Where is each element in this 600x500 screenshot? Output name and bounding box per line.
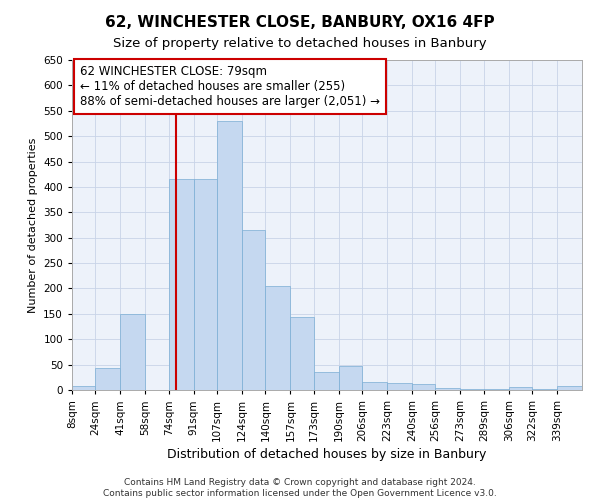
Bar [387,384,412,390]
Bar [169,180,194,390]
Text: Size of property relative to detached houses in Banbury: Size of property relative to detached ho… [113,38,487,51]
Bar [509,388,532,390]
Y-axis label: Number of detached properties: Number of detached properties [28,138,38,312]
Bar [194,180,217,390]
Bar [339,366,362,390]
Bar [362,382,387,390]
Bar [242,230,265,390]
Text: 62 WINCHESTER CLOSE: 79sqm
← 11% of detached houses are smaller (255)
88% of sem: 62 WINCHESTER CLOSE: 79sqm ← 11% of deta… [80,65,380,108]
Bar [484,389,509,390]
Text: Contains HM Land Registry data © Crown copyright and database right 2024.
Contai: Contains HM Land Registry data © Crown c… [103,478,497,498]
Bar [314,372,339,390]
Bar [460,389,484,390]
Bar [217,121,242,390]
Bar [412,384,436,390]
X-axis label: Distribution of detached houses by size in Banbury: Distribution of detached houses by size … [167,448,487,461]
Bar [265,286,290,390]
Bar [72,386,95,390]
Text: 62, WINCHESTER CLOSE, BANBURY, OX16 4FP: 62, WINCHESTER CLOSE, BANBURY, OX16 4FP [105,15,495,30]
Bar [557,386,582,390]
Bar [121,314,145,390]
Bar [436,388,460,390]
Bar [290,318,314,390]
Bar [95,368,121,390]
Bar [532,389,557,390]
